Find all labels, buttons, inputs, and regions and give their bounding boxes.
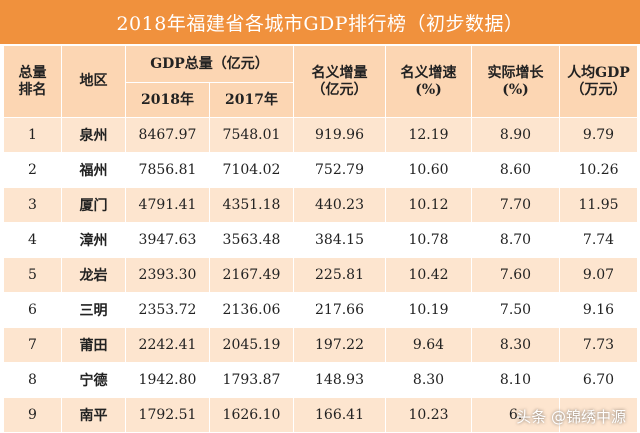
cell-region: 漳州 [61, 222, 126, 258]
cell-pc: 9.07 [559, 257, 638, 293]
cell-y2017: 4351.18 [209, 187, 294, 223]
cell-inc: 919.96 [293, 117, 386, 153]
table-row: 3 厦门 4791.41 4351.18 440.23 10.12 7.70 11.95 [3, 187, 638, 223]
header-nominal-rate: 名义增速 (%) [385, 45, 472, 118]
cell-y2018: 1792.51 [125, 397, 210, 433]
cell-pc: 7.73 [559, 327, 638, 363]
cell-real: 7.50 [471, 292, 560, 328]
cell-y2017: 2136.06 [209, 292, 294, 328]
cell-y2018: 1942.80 [125, 362, 210, 398]
cell-rate: 10.12 [385, 187, 472, 223]
table-row: 4 漳州 3947.63 3563.48 384.15 10.78 8.70 7.74 [3, 222, 638, 258]
cell-y2018: 8467.97 [125, 117, 210, 153]
cell-rate: 8.30 [385, 362, 472, 398]
header-real-growth: 实际增长 (%) [471, 45, 560, 118]
cell-y2017: 1626.10 [209, 397, 294, 433]
header-region: 地区 [61, 45, 126, 118]
cell-pc: 11.95 [559, 187, 638, 223]
cell-y2017: 7548.01 [209, 117, 294, 153]
cell-real: 6. [471, 397, 560, 433]
table-row: 6 三明 2353.72 2136.06 217.66 10.19 7.50 9.16 [3, 292, 638, 328]
cell-rate: 10.42 [385, 257, 472, 293]
cell-rate: 10.23 [385, 397, 472, 433]
cell-region: 宁德 [61, 362, 126, 398]
cell-pc: 10.26 [559, 152, 638, 188]
cell-y2018: 2393.30 [125, 257, 210, 293]
cell-inc: 166.41 [293, 397, 386, 433]
cell-rate: 9.64 [385, 327, 472, 363]
cell-region: 南平 [61, 397, 126, 433]
cell-rate: 12.19 [385, 117, 472, 153]
cell-region: 泉州 [61, 117, 126, 153]
cell-real: 8.60 [471, 152, 560, 188]
header-2017: 2017年 [209, 82, 294, 118]
cell-pc [559, 397, 638, 433]
header-2018: 2018年 [125, 82, 210, 118]
table-row: 5 龙岩 2393.30 2167.49 225.81 10.42 7.60 9.07 [3, 257, 638, 293]
cell-rank: 4 [3, 222, 62, 258]
cell-region: 厦门 [61, 187, 126, 223]
header-gdp-total: GDP总量（亿元） [125, 45, 294, 83]
cell-region: 龙岩 [61, 257, 126, 293]
cell-y2018: 4791.41 [125, 187, 210, 223]
cell-inc: 217.66 [293, 292, 386, 328]
cell-y2017: 3563.48 [209, 222, 294, 258]
header-nominal-increase: 名义增量 （亿元） [293, 45, 386, 118]
cell-real: 8.70 [471, 222, 560, 258]
cell-y2017: 1793.87 [209, 362, 294, 398]
cell-rank: 5 [3, 257, 62, 293]
cell-y2018: 3947.63 [125, 222, 210, 258]
cell-pc: 9.79 [559, 117, 638, 153]
cell-inc: 752.79 [293, 152, 386, 188]
header-rank: 总量 排名 [3, 45, 62, 118]
watermark: 头条 @锦绣中源 [516, 408, 626, 426]
cell-real: 8.10 [471, 362, 560, 398]
cell-y2018: 2353.72 [125, 292, 210, 328]
header-per-capita: 人均GDP （万元） [559, 45, 638, 118]
cell-y2018: 7856.81 [125, 152, 210, 188]
cell-inc: 440.23 [293, 187, 386, 223]
cell-rank: 9 [3, 397, 62, 433]
table-row: 1 泉州 8467.97 7548.01 919.96 12.19 8.90 9.79 [3, 117, 638, 153]
cell-pc: 6.70 [559, 362, 638, 398]
table-row: 2 福州 7856.81 7104.02 752.79 10.60 8.60 10.26 [3, 152, 638, 188]
cell-region: 莆田 [61, 327, 126, 363]
cell-rate: 10.78 [385, 222, 472, 258]
gdp-table: 总量 排名 地区 GDP总量（亿元） 名义增量 （亿元） 名义增速 (%) 实际… [3, 45, 638, 433]
cell-inc: 384.15 [293, 222, 386, 258]
table-row: 8 宁德 1942.80 1793.87 148.93 8.30 8.10 6.70 [3, 362, 638, 398]
cell-inc: 225.81 [293, 257, 386, 293]
cell-rate: 10.19 [385, 292, 472, 328]
cell-real: 8.30 [471, 327, 560, 363]
cell-rank: 7 [3, 327, 62, 363]
cell-y2017: 2167.49 [209, 257, 294, 293]
cell-real: 7.60 [471, 257, 560, 293]
cell-pc: 7.74 [559, 222, 638, 258]
cell-real: 8.90 [471, 117, 560, 153]
cell-y2017: 2045.19 [209, 327, 294, 363]
cell-region: 福州 [61, 152, 126, 188]
cell-rank: 6 [3, 292, 62, 328]
cell-real: 7.70 [471, 187, 560, 223]
cell-inc: 197.22 [293, 327, 386, 363]
cell-rate: 10.60 [385, 152, 472, 188]
table-row: 9 南平 1792.51 1626.10 166.41 10.23 6. [3, 397, 638, 433]
cell-y2017: 7104.02 [209, 152, 294, 188]
cell-inc: 148.93 [293, 362, 386, 398]
cell-region: 三明 [61, 292, 126, 328]
table-title: 2018年福建省各城市GDP排行榜（初步数据） [0, 0, 640, 44]
cell-pc: 9.16 [559, 292, 638, 328]
table-row: 7 莆田 2242.41 2045.19 197.22 9.64 8.30 7.73 [3, 327, 638, 363]
cell-y2018: 2242.41 [125, 327, 210, 363]
cell-rank: 2 [3, 152, 62, 188]
cell-rank: 8 [3, 362, 62, 398]
cell-rank: 3 [3, 187, 62, 223]
cell-rank: 1 [3, 117, 62, 153]
